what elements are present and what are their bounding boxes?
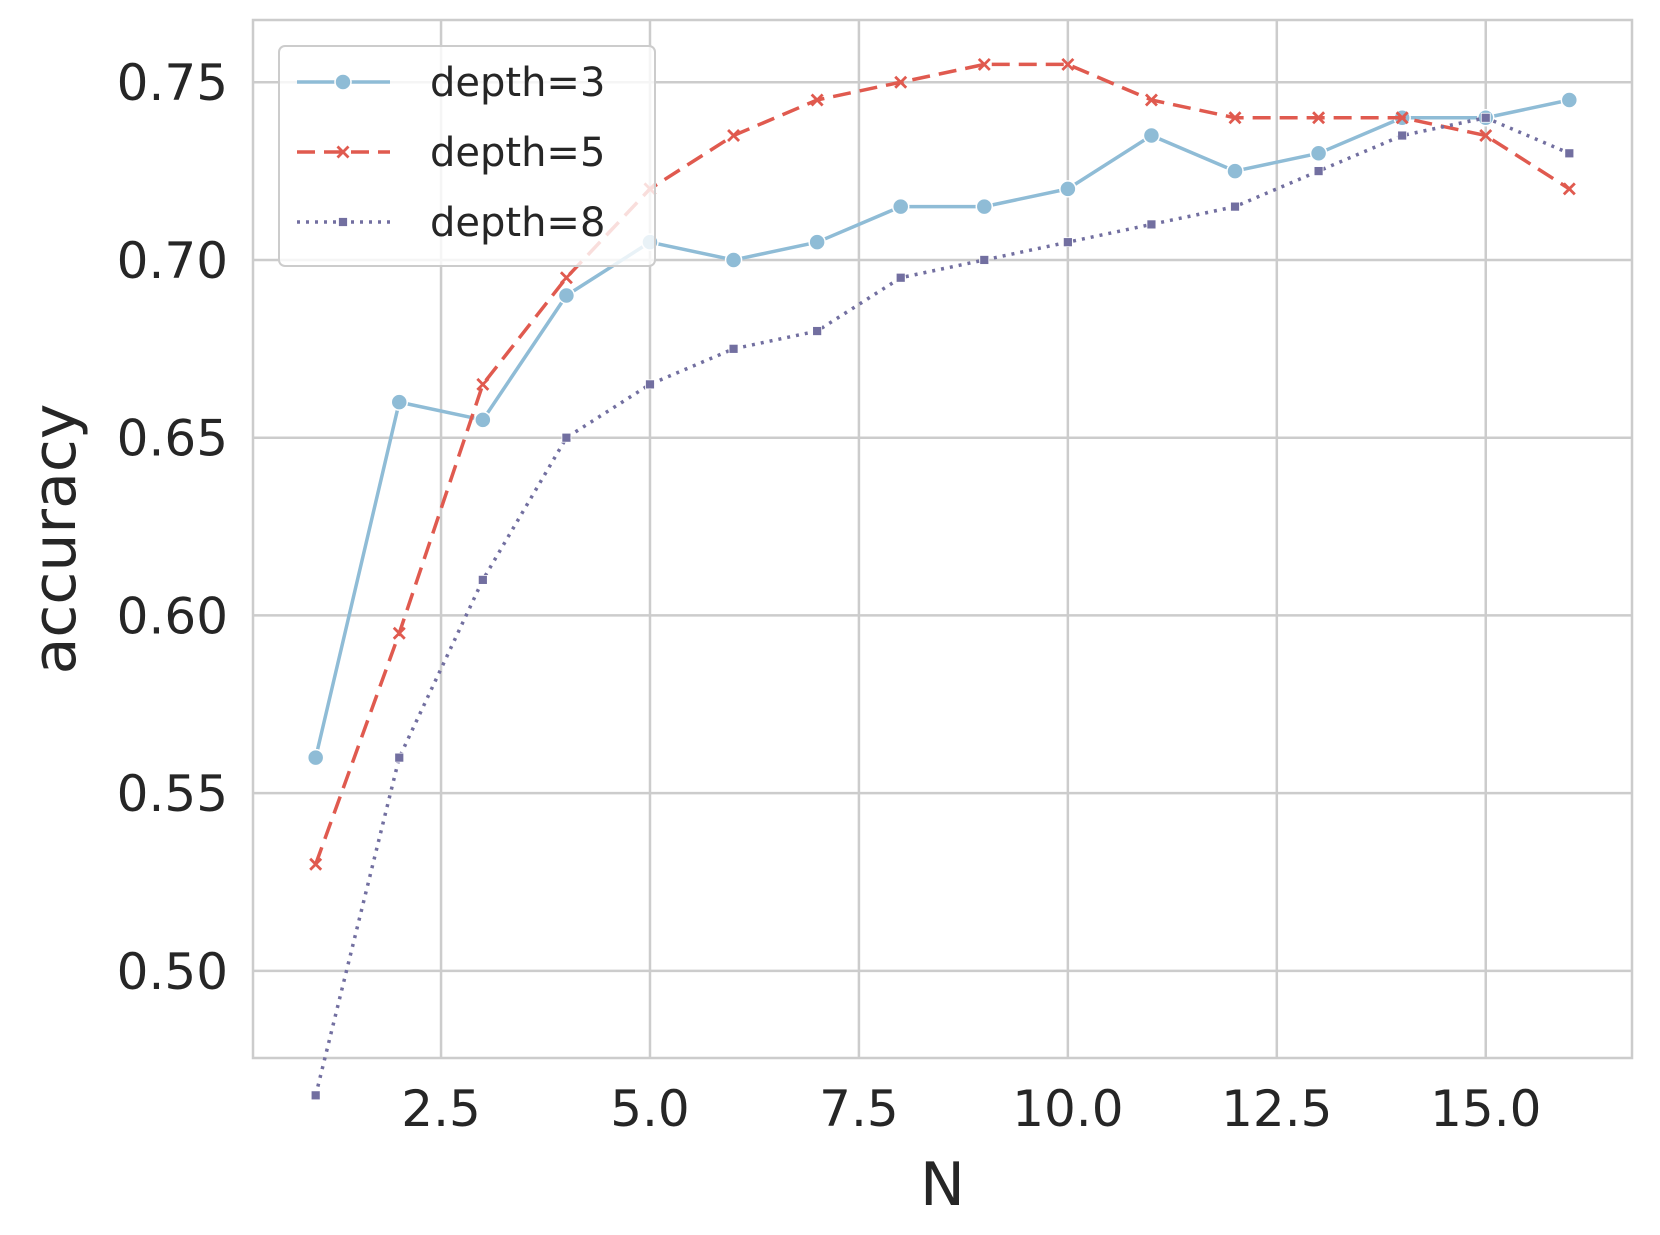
data-point <box>891 197 910 216</box>
y-tick-label: 0.75 <box>117 54 228 112</box>
data-point <box>474 411 492 429</box>
x-tick-label: 15.0 <box>1430 1080 1541 1138</box>
data-point <box>645 379 655 390</box>
data-point <box>390 393 409 411</box>
data-point <box>1059 180 1077 198</box>
y-tick-label: 0.50 <box>117 943 228 1001</box>
data-point <box>1562 182 1576 196</box>
data-point <box>894 75 908 89</box>
data-point <box>1142 126 1161 145</box>
legend-item: depth=3 <box>297 60 605 106</box>
data-point <box>306 748 325 767</box>
y-axis-label: accuracy <box>20 404 90 675</box>
data-point <box>1228 111 1242 125</box>
data-point <box>392 626 406 640</box>
y-tick-label: 0.60 <box>117 587 228 645</box>
y-tick-label: 0.70 <box>117 232 228 290</box>
series-depth=5 <box>309 57 1576 871</box>
series-group <box>306 57 1579 1101</box>
data-point <box>977 57 991 71</box>
x-axis-label: N <box>920 1150 965 1220</box>
data-point <box>1144 93 1158 107</box>
data-point <box>561 432 572 443</box>
data-point <box>895 272 906 283</box>
x-tick-label: 10.0 <box>1012 1080 1123 1138</box>
data-point <box>1480 112 1491 123</box>
data-point <box>975 197 994 216</box>
grid <box>253 20 1632 1058</box>
legend-item: depth=8 <box>297 200 605 246</box>
legend-marker <box>336 145 350 159</box>
legend: depth=3 depth=5 depth=8 <box>278 45 656 267</box>
plot-frame <box>251 18 1634 1060</box>
series-line <box>314 62 1571 865</box>
data-point <box>310 1090 321 1101</box>
data-point <box>309 857 323 871</box>
data-point <box>979 255 990 265</box>
series-line <box>313 116 1571 1096</box>
data-point <box>812 326 823 336</box>
data-point <box>476 377 490 391</box>
y-tick-label: 0.65 <box>117 410 228 468</box>
data-point <box>1230 201 1240 212</box>
x-tick-label: 12.5 <box>1221 1080 1332 1138</box>
data-point <box>810 93 824 107</box>
data-point <box>727 129 741 143</box>
data-point <box>477 574 488 585</box>
x-tick-label: 7.5 <box>819 1080 899 1138</box>
legend-label: depth=8 <box>430 200 605 246</box>
data-point <box>1564 148 1575 159</box>
data-point <box>1226 162 1244 180</box>
data-point <box>724 251 743 269</box>
data-point <box>728 343 739 354</box>
legend-label: depth=5 <box>430 130 605 176</box>
x-tick-label: 5.0 <box>610 1080 690 1138</box>
data-point <box>557 286 576 305</box>
legend-marker <box>334 73 352 91</box>
y-tick-labels: 0.50 0.55 0.60 0.65 0.70 0.75 <box>117 54 228 1001</box>
data-point <box>1479 129 1493 143</box>
legend-item: depth=5 <box>297 130 605 176</box>
data-point <box>1395 111 1409 125</box>
data-point <box>1397 130 1408 141</box>
data-point <box>1309 144 1328 163</box>
data-point <box>1312 111 1326 125</box>
data-point <box>1061 57 1075 71</box>
data-point <box>559 271 573 285</box>
y-tick-label: 0.55 <box>117 765 228 823</box>
x-tick-labels: 2.5 5.0 7.5 10.0 12.5 15.0 <box>401 1080 1541 1138</box>
data-point <box>1062 237 1073 248</box>
legend-marker <box>338 217 348 227</box>
data-point <box>1313 166 1324 176</box>
data-point <box>1560 91 1579 109</box>
x-tick-label: 2.5 <box>401 1080 481 1138</box>
legend-box <box>278 45 656 267</box>
data-point <box>394 752 405 763</box>
legend-label: depth=3 <box>430 60 605 106</box>
series-line <box>313 98 1570 759</box>
data-point <box>1146 219 1157 230</box>
series-depth=8 <box>310 112 1575 1101</box>
data-point <box>808 233 826 251</box>
